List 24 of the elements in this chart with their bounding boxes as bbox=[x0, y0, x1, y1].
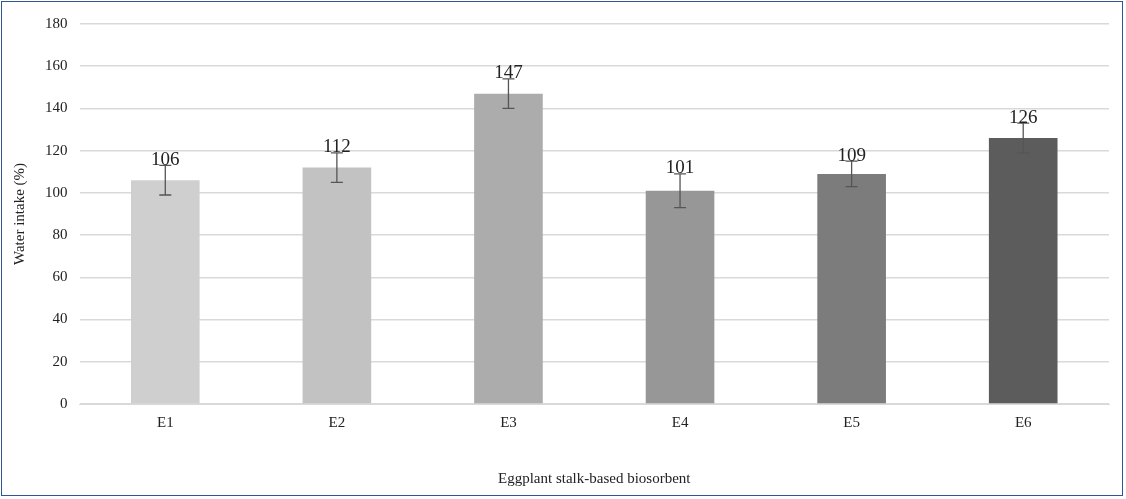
y-tick-label: 140 bbox=[45, 99, 68, 116]
y-tick-label: 0 bbox=[60, 394, 68, 411]
data-label: 109 bbox=[837, 143, 866, 165]
y-tick-label: 80 bbox=[52, 226, 68, 243]
y-tick-label: 60 bbox=[52, 268, 68, 285]
y-tick-label: 160 bbox=[45, 57, 68, 74]
x-tick-label: E3 bbox=[500, 413, 517, 430]
y-tick-label: 120 bbox=[45, 141, 68, 158]
data-label: 101 bbox=[665, 156, 695, 178]
data-label: 106 bbox=[151, 147, 180, 169]
y-tick-label: 40 bbox=[52, 310, 68, 327]
x-tick-label: E2 bbox=[328, 413, 346, 430]
y-tick-label: 100 bbox=[45, 183, 68, 200]
y-tick-label: 20 bbox=[52, 352, 68, 369]
x-tick-label: E5 bbox=[843, 413, 860, 430]
data-label: 126 bbox=[1008, 105, 1038, 127]
y-tick-label: 180 bbox=[45, 14, 68, 31]
x-tick-label: E1 bbox=[156, 413, 174, 430]
x-tick-label: E6 bbox=[1014, 413, 1033, 430]
x-tick-label: E4 bbox=[671, 413, 689, 430]
y-axis-title: Water intake (%) bbox=[10, 162, 28, 266]
data-label: 147 bbox=[494, 61, 523, 83]
data-label: 112 bbox=[322, 135, 351, 157]
x-axis-title: Eggplant stalk-based biosorbent bbox=[498, 469, 692, 486]
